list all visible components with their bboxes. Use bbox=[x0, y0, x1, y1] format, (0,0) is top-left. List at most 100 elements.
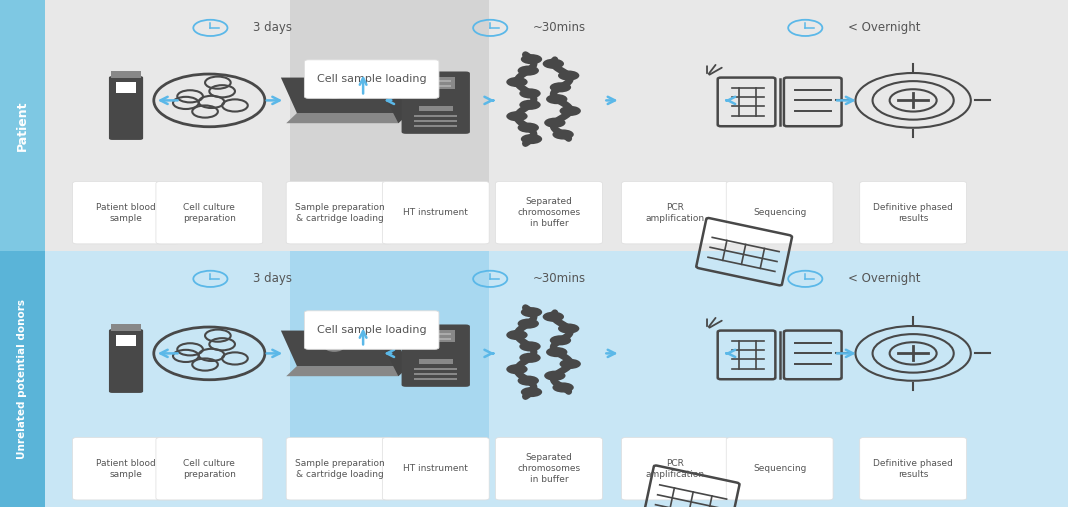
Circle shape bbox=[521, 387, 543, 397]
Text: Cell sample loading: Cell sample loading bbox=[317, 325, 426, 335]
Text: Definitive phased
results: Definitive phased results bbox=[874, 203, 953, 223]
Circle shape bbox=[543, 312, 564, 322]
Text: Patient blood
sample: Patient blood sample bbox=[96, 203, 156, 223]
Bar bbox=[45, 0, 1068, 251]
Bar bbox=[414, 378, 457, 380]
Circle shape bbox=[545, 371, 566, 381]
Bar bbox=[414, 368, 457, 370]
Text: Cell culture
preparation: Cell culture preparation bbox=[183, 203, 236, 223]
Bar bbox=[419, 106, 453, 111]
Circle shape bbox=[546, 94, 567, 104]
Bar bbox=[0, 0, 45, 251]
Bar bbox=[414, 115, 457, 117]
Text: Sequencing: Sequencing bbox=[753, 208, 806, 217]
Bar bbox=[290, 251, 489, 482]
Polygon shape bbox=[286, 366, 409, 376]
FancyBboxPatch shape bbox=[622, 182, 728, 244]
FancyBboxPatch shape bbox=[73, 182, 179, 244]
Text: Sample preparation
& cartridge loading: Sample preparation & cartridge loading bbox=[295, 203, 384, 223]
FancyBboxPatch shape bbox=[860, 182, 967, 244]
Text: HT instrument: HT instrument bbox=[404, 208, 468, 217]
Text: Separated
chromosomes
in buffer: Separated chromosomes in buffer bbox=[517, 453, 581, 484]
Circle shape bbox=[552, 129, 574, 139]
Bar bbox=[116, 82, 136, 93]
FancyBboxPatch shape bbox=[109, 76, 143, 140]
Text: Sequencing: Sequencing bbox=[753, 464, 806, 473]
Polygon shape bbox=[286, 113, 409, 123]
Bar bbox=[111, 324, 141, 331]
FancyBboxPatch shape bbox=[73, 438, 179, 500]
Text: Cell sample loading: Cell sample loading bbox=[317, 74, 426, 84]
Bar bbox=[421, 80, 451, 82]
FancyBboxPatch shape bbox=[860, 438, 967, 500]
Bar bbox=[417, 77, 455, 89]
FancyBboxPatch shape bbox=[286, 438, 393, 500]
Circle shape bbox=[519, 100, 540, 110]
Bar bbox=[417, 330, 455, 342]
Circle shape bbox=[325, 90, 344, 99]
Text: ~30mins: ~30mins bbox=[533, 21, 586, 34]
Text: Unrelated potential donors: Unrelated potential donors bbox=[17, 299, 28, 459]
Bar bbox=[414, 373, 457, 375]
Text: < Overnight: < Overnight bbox=[848, 272, 921, 285]
Circle shape bbox=[519, 353, 540, 363]
Circle shape bbox=[546, 347, 567, 357]
Circle shape bbox=[560, 359, 581, 369]
Polygon shape bbox=[281, 78, 409, 113]
Bar bbox=[421, 333, 451, 335]
Circle shape bbox=[545, 118, 566, 128]
Circle shape bbox=[557, 70, 579, 81]
Polygon shape bbox=[380, 331, 409, 376]
Text: Cell culture
preparation: Cell culture preparation bbox=[183, 459, 236, 479]
Circle shape bbox=[506, 330, 528, 340]
Bar bbox=[45, 251, 1068, 507]
Text: Patient blood
sample: Patient blood sample bbox=[96, 459, 156, 479]
Bar bbox=[414, 120, 457, 122]
Circle shape bbox=[557, 323, 579, 334]
Circle shape bbox=[550, 335, 571, 345]
FancyBboxPatch shape bbox=[286, 182, 393, 244]
FancyBboxPatch shape bbox=[496, 182, 602, 244]
Bar bbox=[421, 85, 451, 87]
FancyBboxPatch shape bbox=[402, 324, 470, 387]
Bar bbox=[414, 125, 457, 127]
Text: Patient: Patient bbox=[16, 100, 29, 151]
Text: ~30mins: ~30mins bbox=[533, 272, 586, 285]
Bar bbox=[0, 251, 45, 507]
FancyBboxPatch shape bbox=[156, 182, 263, 244]
FancyBboxPatch shape bbox=[382, 182, 489, 244]
FancyBboxPatch shape bbox=[109, 329, 143, 393]
FancyBboxPatch shape bbox=[156, 438, 263, 500]
Circle shape bbox=[325, 343, 344, 352]
Text: PCR
amplification: PCR amplification bbox=[645, 203, 705, 223]
Circle shape bbox=[521, 134, 543, 144]
Circle shape bbox=[518, 65, 539, 76]
Text: Sample preparation
& cartridge loading: Sample preparation & cartridge loading bbox=[295, 459, 384, 479]
Circle shape bbox=[519, 341, 540, 351]
Text: HT instrument: HT instrument bbox=[404, 464, 468, 473]
Text: PCR
amplification: PCR amplification bbox=[645, 459, 705, 479]
Circle shape bbox=[506, 77, 528, 87]
FancyBboxPatch shape bbox=[726, 182, 833, 244]
Polygon shape bbox=[380, 78, 409, 123]
Circle shape bbox=[560, 106, 581, 116]
Circle shape bbox=[506, 364, 528, 374]
Bar bbox=[421, 338, 451, 340]
Text: 3 days: 3 days bbox=[253, 272, 293, 285]
FancyBboxPatch shape bbox=[496, 438, 602, 500]
FancyBboxPatch shape bbox=[622, 438, 728, 500]
FancyBboxPatch shape bbox=[726, 438, 833, 500]
Circle shape bbox=[518, 318, 539, 329]
FancyBboxPatch shape bbox=[402, 71, 470, 134]
Text: Definitive phased
results: Definitive phased results bbox=[874, 459, 953, 479]
Circle shape bbox=[518, 376, 539, 386]
Polygon shape bbox=[281, 331, 409, 366]
Circle shape bbox=[506, 111, 528, 121]
Circle shape bbox=[518, 123, 539, 133]
FancyBboxPatch shape bbox=[304, 60, 439, 98]
Text: 3 days: 3 days bbox=[253, 21, 293, 34]
Circle shape bbox=[521, 54, 543, 64]
Bar bbox=[419, 359, 453, 364]
Circle shape bbox=[543, 59, 564, 69]
FancyBboxPatch shape bbox=[382, 438, 489, 500]
